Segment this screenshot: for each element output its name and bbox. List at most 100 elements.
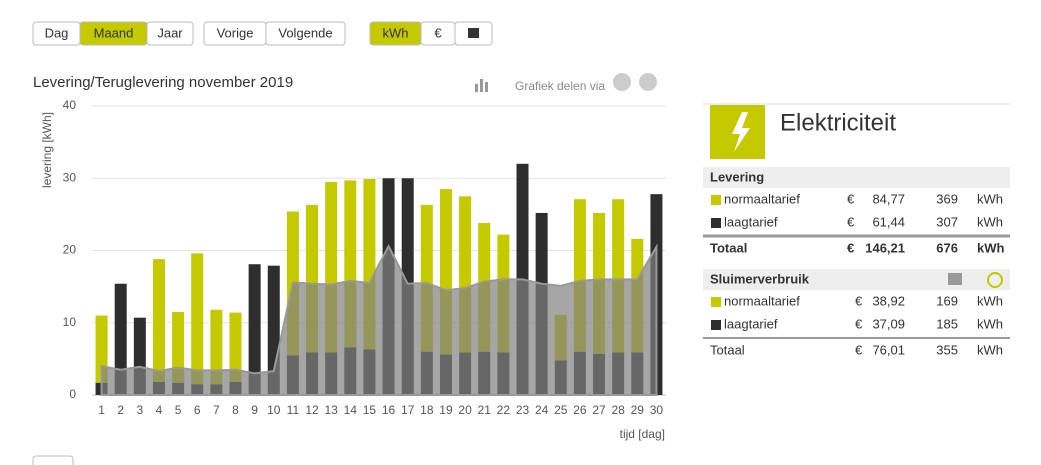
cell: kWh: [977, 191, 1003, 206]
twitter-icon[interactable]: [639, 73, 657, 91]
cell: 84,77: [872, 191, 905, 206]
x-tick-label: 29: [631, 403, 645, 417]
button-label[interactable]: Vorige: [217, 25, 254, 40]
print-icon[interactable]: [468, 28, 479, 38]
legend-swatch: [711, 195, 721, 205]
x-tick-label: 12: [305, 403, 319, 417]
share-text: Grafiek delen via: [515, 79, 605, 93]
bolt: [732, 112, 750, 152]
x-tick-label: 14: [344, 403, 358, 417]
y-tick-label: 20: [63, 243, 77, 257]
section-title: Levering: [710, 169, 764, 184]
total-cell: €: [855, 342, 863, 357]
x-tick-label: 2: [117, 403, 124, 417]
cell: laagtarief: [724, 316, 778, 331]
export-button[interactable]: [32, 455, 74, 465]
cell: 169: [936, 293, 958, 308]
button[interactable]: [265, 21, 346, 46]
legend-swatch: [711, 297, 721, 307]
x-tick-label: 11: [287, 403, 300, 417]
cell: €: [855, 316, 863, 331]
bar: [152, 259, 165, 382]
total-cell: 146,21: [865, 240, 905, 255]
x-tick-label: 1: [98, 403, 105, 417]
chart-title: Levering/Teruglevering november 2019: [33, 74, 293, 91]
x-tick-label: 18: [420, 403, 434, 417]
y-tick-label: 30: [63, 170, 77, 184]
y-tick-label: 0: [69, 387, 76, 401]
total-cell: €: [847, 240, 854, 255]
bar: [210, 309, 223, 385]
x-tick-label: 4: [156, 403, 163, 417]
cell: 37,09: [872, 316, 905, 331]
cell: €: [847, 191, 855, 206]
x-tick-label: 5: [175, 403, 182, 417]
cell: 185: [936, 316, 958, 331]
button-label[interactable]: Volgende: [278, 25, 332, 40]
bar: [114, 283, 127, 395]
x-tick-label: 6: [194, 403, 201, 417]
button-label[interactable]: Jaar: [157, 25, 183, 40]
x-tick-label: 17: [401, 403, 415, 417]
x-tick-label: 22: [497, 403, 511, 417]
cell: normaaltarief: [724, 293, 800, 308]
x-tick-label: 15: [363, 403, 377, 417]
button[interactable]: [146, 21, 194, 46]
bar: [248, 264, 261, 395]
x-tick-label: 28: [611, 403, 625, 417]
y-tick-label: 10: [63, 315, 77, 329]
x-tick-label: 3: [136, 403, 143, 417]
x-tick-label: 13: [324, 403, 338, 417]
cell: 307: [936, 214, 958, 229]
x-tick-label: 10: [267, 403, 281, 417]
button-label[interactable]: kWh: [383, 25, 409, 40]
section-header: [703, 167, 1010, 188]
button-label[interactable]: €: [434, 25, 442, 40]
chart-icon[interactable]: [948, 273, 962, 285]
x-tick-label: 20: [458, 403, 472, 417]
x-tick-label: 7: [213, 403, 220, 417]
total-cell: 676: [936, 240, 958, 255]
x-tick-label: 27: [592, 403, 606, 417]
panel-title: Elektriciteit: [780, 109, 896, 136]
facebook-icon[interactable]: [613, 73, 631, 91]
legend-swatch: [711, 218, 721, 228]
cell: 38,92: [872, 293, 905, 308]
cell: €: [855, 293, 863, 308]
section-header: [703, 269, 1010, 290]
total-cell: Totaal: [710, 240, 747, 255]
area: [100, 243, 658, 396]
button-label[interactable]: Maand: [94, 25, 134, 40]
y-tick-label: 40: [63, 98, 77, 112]
total-cell: 355: [936, 342, 958, 357]
section-title: Sluimerverbruik: [710, 271, 810, 286]
button-label[interactable]: Dag: [45, 25, 69, 40]
x-tick-label: 21: [478, 403, 492, 417]
legend-swatch: [711, 320, 721, 330]
y-axis-label: levering [kWh]: [40, 112, 54, 188]
total-cell: 76,01: [872, 342, 905, 357]
bar: [172, 311, 185, 383]
x-axis-label: tijd [dag]: [620, 427, 665, 441]
cell: kWh: [977, 293, 1003, 308]
info-icon[interactable]: [987, 272, 1003, 288]
cell: €: [847, 214, 855, 229]
x-tick-label: 25: [554, 403, 568, 417]
x-tick-label: 19: [439, 403, 453, 417]
cell: kWh: [977, 316, 1003, 331]
total-cell: Totaal: [710, 342, 745, 357]
x-tick-label: 30: [650, 403, 664, 417]
x-tick-label: 26: [573, 403, 587, 417]
x-tick-label: 9: [251, 403, 258, 417]
total-cell: kWh: [977, 342, 1003, 357]
cell: kWh: [977, 214, 1003, 229]
total-cell: kWh: [977, 240, 1005, 255]
cell: normaaltarief: [724, 191, 800, 206]
x-tick-label: 16: [382, 403, 396, 417]
chart-icon[interactable]: [475, 79, 488, 92]
bar: [229, 312, 242, 382]
x-tick-label: 24: [535, 403, 549, 417]
cell: 61,44: [872, 214, 905, 229]
cell: laagtarief: [724, 214, 778, 229]
